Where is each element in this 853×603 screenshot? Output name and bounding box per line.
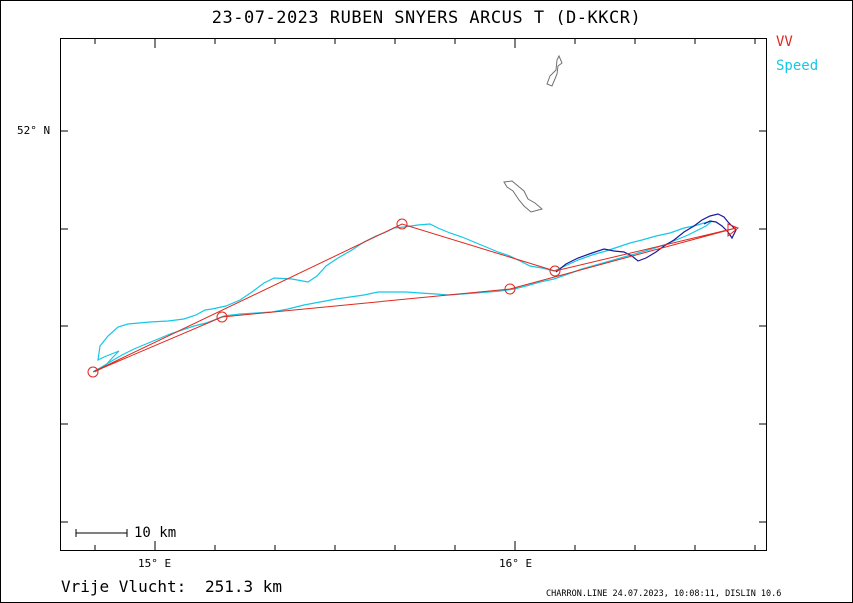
turnpoint-start [87,366,99,378]
legend-speed: Speed [776,58,819,74]
latitude-label: 52° N [17,124,51,137]
longitude-label-16: 16° E [499,557,533,570]
scale-bar-label: 10 km [134,525,177,541]
turnpoints [87,218,561,378]
turnpoint-4 [549,265,561,277]
turnpoint-3 [396,218,408,230]
turnpoint-east-marker [727,223,739,238]
turnpoint-2 [216,311,228,323]
left-ticks [60,130,767,523]
map-plot-area [60,38,767,551]
footer-credit: CHARRON.LINE 24.07.2023, 10:08:11, DISLI… [546,589,782,599]
lake-north [546,54,563,87]
task-line [92,223,737,373]
flight-track-dark [555,213,737,273]
distance-label: Vrije Vlucht: [61,577,187,596]
distance-value: 251.3 km [205,577,283,596]
bottom-ticks [94,38,756,551]
longitude-label-15: 15° E [138,557,172,570]
map-title: 23-07-2023 RUBEN SNYERS ARCUS T (D-KKCR) [211,8,642,28]
lake-middle [503,180,544,213]
flight-track [93,220,713,373]
turnpoint-5 [504,283,516,295]
scale-bar [75,529,128,537]
legend-vv: VV [776,34,793,50]
